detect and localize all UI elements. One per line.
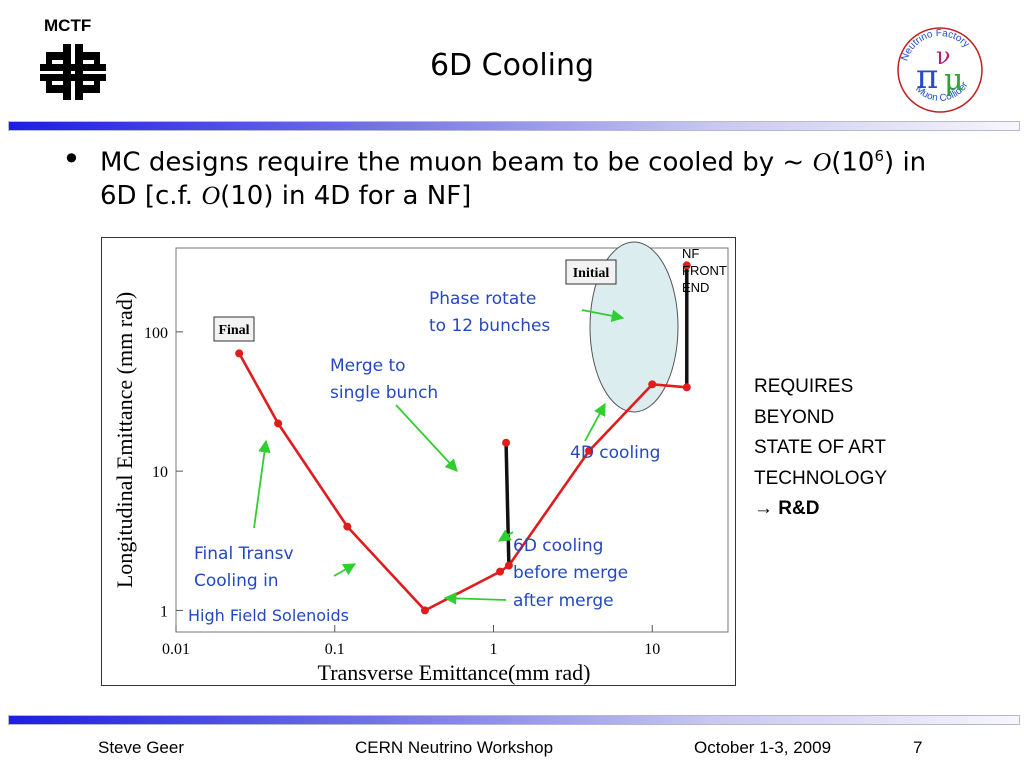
header-divider xyxy=(8,121,1020,131)
side-note-conclusion: → R&D xyxy=(754,498,820,519)
x-tick-label: 10 xyxy=(644,641,660,658)
trajectory-point xyxy=(682,383,691,392)
footer-author: Steve Geer xyxy=(98,738,184,757)
side-note-line: BEYOND xyxy=(754,406,835,428)
boxed-label-final: Final xyxy=(213,316,255,342)
side-note-line: STATE OF ART xyxy=(754,437,886,458)
y-tick-label: 1 xyxy=(160,603,168,620)
annotation-final-transv-2: Cooling in xyxy=(194,571,279,591)
trajectory-point xyxy=(274,419,283,428)
bullet-marker: • xyxy=(62,140,81,178)
pointer-4d-cooling xyxy=(584,402,606,442)
nf-label-2: FRONT xyxy=(682,263,727,278)
annotation-6d-cooling-3: after merge xyxy=(513,591,614,611)
label-final: Final xyxy=(218,323,249,338)
trajectory-point xyxy=(496,567,505,576)
y-axis-label: Longitudinal Emittance (mm rad) xyxy=(112,292,137,588)
y-tick-label: 10 xyxy=(152,464,168,481)
annotation-phase-rotate-1: Phase rotate xyxy=(429,289,536,309)
bunch-merge-segment xyxy=(504,442,511,566)
annotation-final-transv-3: High Field Solenoids xyxy=(188,606,349,625)
x-tick-label: 0.01 xyxy=(162,641,190,658)
pointer-final-transv-2 xyxy=(333,563,357,577)
boxed-label-initial: Initial xyxy=(565,259,617,285)
pointer-merge xyxy=(395,404,458,472)
x-tick-label: 0.1 xyxy=(325,641,345,658)
fermilab-logo xyxy=(40,44,106,100)
nu-glyph: ν xyxy=(936,42,951,70)
emittance-chart-svg: 0.01 0.1 1 10 1 10 100 Final Initial Phase rot… xyxy=(112,241,729,685)
side-note-line: TECHNOLOGY xyxy=(754,467,888,489)
emittance-chart: 0.01 0.1 1 10 1 10 100 Final Initial Phase rot… xyxy=(101,237,736,686)
pointer-final-transv-1 xyxy=(253,439,271,529)
pi-glyph: π xyxy=(916,57,938,97)
annotation-6d-cooling-1: 6D cooling xyxy=(513,536,603,556)
pointer-phase-rotate xyxy=(581,309,625,323)
side-note: REQUIRES BEYOND STATE OF ART TECHNOLOGY … xyxy=(754,372,887,525)
pointer-6d-after xyxy=(443,592,507,605)
mu-glyph: μ xyxy=(944,63,964,98)
annotation-merge-2: single bunch xyxy=(330,383,438,403)
trajectory-point xyxy=(420,606,429,615)
trajectory-point xyxy=(343,522,352,531)
trajectory-point xyxy=(585,446,594,455)
neutrino-factory-muon-collider-logo: Neutrino Factory Muon Collider π ν μ xyxy=(897,27,983,113)
annotation-6d-cooling-2: before merge xyxy=(513,563,628,583)
footer-event: CERN Neutrino Workshop xyxy=(355,738,554,757)
annotation-final-transv-1: Final Transv xyxy=(194,544,294,564)
pointer-6d-before xyxy=(497,529,514,542)
side-note-line: REQUIRES xyxy=(754,376,854,397)
right-arrow-icon: → xyxy=(754,498,773,519)
footer-divider xyxy=(8,715,1020,725)
y-tick-label: 100 xyxy=(144,325,168,342)
annotation-phase-rotate-2: to 12 bunches xyxy=(429,316,550,336)
x-tick-label: 1 xyxy=(490,641,498,658)
trajectory-point xyxy=(504,561,513,570)
nf-label-3: END xyxy=(682,280,709,295)
annotation-merge-1: Merge to xyxy=(330,356,406,376)
trajectory-point xyxy=(502,438,511,447)
footer-page-number: 7 xyxy=(913,738,923,757)
nf-label-1: NF xyxy=(682,246,699,261)
annotation-4d-cooling: 4D cooling xyxy=(570,443,660,463)
label-initial: Initial xyxy=(573,266,610,281)
trajectory-point xyxy=(682,261,691,270)
slide-title: 6D Cooling xyxy=(429,48,595,83)
trajectory-point xyxy=(648,380,657,389)
trajectory-point xyxy=(235,349,244,358)
org-label: MCTF xyxy=(44,16,92,35)
footer-date: October 1-3, 2009 xyxy=(694,738,832,757)
bullet-text: MC designs require the muon beam to be c… xyxy=(100,147,927,211)
x-axis-label: Transverse Emittance(mm rad) xyxy=(318,660,591,685)
